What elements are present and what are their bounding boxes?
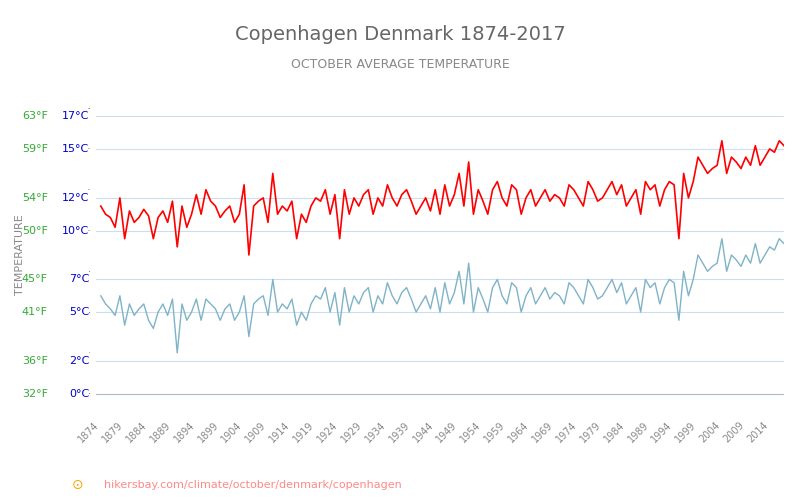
Text: 15°C: 15°C [62,144,89,154]
Text: 0°C: 0°C [69,388,89,398]
Text: TEMPERATURE: TEMPERATURE [15,214,26,296]
Text: 12°C: 12°C [62,193,89,203]
Text: 36°F: 36°F [22,356,48,366]
Text: 5°C: 5°C [69,307,89,317]
Text: 2°C: 2°C [69,356,89,366]
Text: 59°F: 59°F [22,144,48,154]
Text: 32°F: 32°F [22,388,48,398]
Text: 17°C: 17°C [62,112,89,122]
Text: 7°C: 7°C [69,274,89,284]
Text: 54°F: 54°F [22,193,48,203]
Text: 50°F: 50°F [22,226,48,235]
Text: 45°F: 45°F [22,274,48,284]
Text: OCTOBER AVERAGE TEMPERATURE: OCTOBER AVERAGE TEMPERATURE [290,58,510,71]
Text: Copenhagen Denmark 1874-2017: Copenhagen Denmark 1874-2017 [234,26,566,44]
Text: 41°F: 41°F [22,307,48,317]
Text: hikersbay.com/climate/october/denmark/copenhagen: hikersbay.com/climate/october/denmark/co… [104,480,402,490]
Text: ⊙: ⊙ [72,478,84,492]
Text: 10°C: 10°C [62,226,89,235]
Legend: NIGHT, DAY: NIGHT, DAY [362,498,518,500]
Text: 63°F: 63°F [22,112,48,122]
